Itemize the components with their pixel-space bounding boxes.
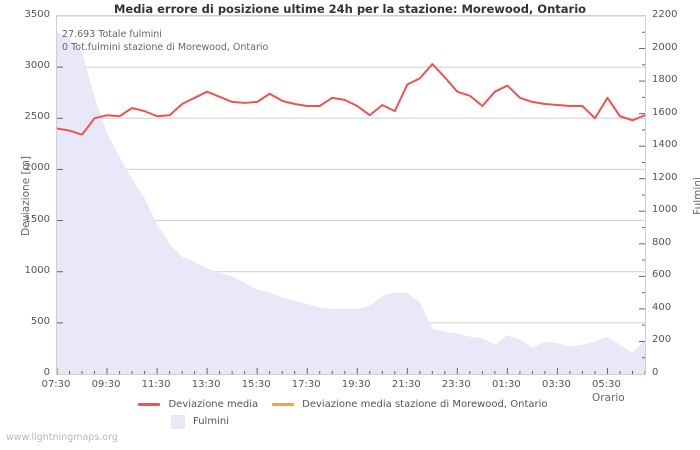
x-axis-tick-label: 03:30 <box>542 379 571 390</box>
y-axis-right-tick-label: 200 <box>652 334 672 346</box>
y-axis-right-tick-label: 1000 <box>652 204 678 216</box>
legend-label: Fulmini <box>193 416 229 427</box>
y-axis-right-tick-label: 400 <box>652 301 672 313</box>
legend-swatch-line-icon <box>138 403 161 406</box>
y-axis-right-tick-label: 1800 <box>652 74 678 86</box>
x-axis-tick-label: 21:30 <box>391 379 421 390</box>
x-axis-tick-label: 05:30 <box>592 379 621 390</box>
y-axis-left-tick-label: 1000 <box>24 264 50 276</box>
legend-swatch-line-icon <box>272 403 295 406</box>
y-axis-left-tick-label: 3000 <box>24 60 50 72</box>
annotation-total-lightning: 27.693 Totale fulmini <box>62 29 162 40</box>
x-axis-tick-label: 01:30 <box>491 379 521 390</box>
x-axis-tick-label: 09:30 <box>91 379 121 390</box>
watermark: www.lightningmaps.org <box>6 432 118 443</box>
lightning-area-series <box>57 32 645 374</box>
plot-svg <box>57 16 645 374</box>
annotation-block: 27.693 Totale fulmini 0 Tot.fulmini staz… <box>62 28 268 54</box>
legend-row-secondary: Fulmini <box>0 413 700 430</box>
x-axis-tick-label: 11:30 <box>141 379 171 390</box>
legend-item-deviazione-media[interactable]: Deviazione media <box>138 399 258 410</box>
y-axis-left-tick-label: 1500 <box>24 213 50 225</box>
legend-swatch-area-icon <box>171 414 185 429</box>
y-axis-left-label: Deviazione [m] <box>20 156 32 236</box>
plot-area <box>56 15 646 375</box>
annotation-station-lightning: 0 Tot.fulmini stazione di Morewood, Onta… <box>62 42 269 53</box>
axis-tickmarks <box>57 31 645 374</box>
x-axis-tick-label: 13:30 <box>191 379 221 390</box>
y-axis-right-tick-label: 2000 <box>652 41 678 53</box>
y-axis-left-tick-label: 500 <box>30 315 50 327</box>
legend-label: Deviazione media stazione di Morewood, O… <box>302 399 548 410</box>
x-axis-tick-label: 19:30 <box>341 379 371 390</box>
legend-item-deviazione-stazione[interactable]: Deviazione media stazione di Morewood, O… <box>272 399 548 410</box>
y-axis-left-tick-label: 0 <box>43 367 50 378</box>
chart-title: Media errore di posizione ultime 24h per… <box>113 2 587 16</box>
y-axis-right-tick-label: 600 <box>652 269 672 281</box>
legend-item-fulmini[interactable]: Fulmini <box>166 414 229 429</box>
y-axis-right-tick-label: 1600 <box>652 106 678 118</box>
y-axis-right-tick-label: 1400 <box>652 139 678 151</box>
x-axis-tick-label: 15:30 <box>241 379 271 390</box>
y-axis-left-tick-label: 2000 <box>24 162 50 174</box>
x-axis-label: Orario <box>592 392 625 404</box>
y-axis-right-tick-label: 0 <box>652 367 659 378</box>
legend-row-primary: Deviazione media Deviazione media stazio… <box>0 396 700 413</box>
x-axis-tick-label: 23:30 <box>441 379 471 390</box>
legend-label: Deviazione media <box>168 399 259 410</box>
y-axis-left-tick-label: 2500 <box>24 111 50 123</box>
y-axis-right-tick-label: 800 <box>652 236 672 248</box>
deviation-line-series <box>57 63 645 136</box>
y-axis-right-tick-label: 1200 <box>652 171 678 183</box>
y-axis-right-tick-label: 2200 <box>652 9 678 20</box>
x-axis-tick-label: 17:30 <box>291 379 321 390</box>
x-axis-tick-label: 07:30 <box>41 379 71 390</box>
y-axis-left-tick-label: 3500 <box>24 9 50 20</box>
y-axis-right-label: Fulmini <box>692 177 700 215</box>
legend: Deviazione media Deviazione media stazio… <box>0 396 700 430</box>
